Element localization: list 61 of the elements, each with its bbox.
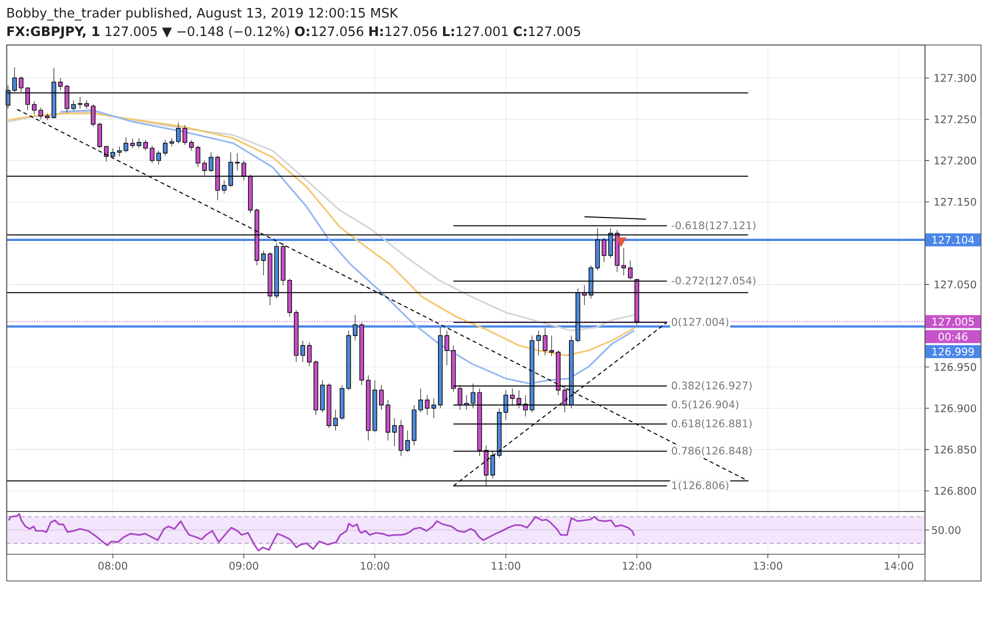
text: 00:46 [938,332,968,341]
ref-line-label: 127.104 [932,236,974,244]
series-label: 0.382(126.927) [672,381,752,391]
ref-line-label: 127.005 [932,318,974,326]
text: FX:GBPJPY, 1 127.005 ▼ −0.148 (−0.12%) O:127.056 H:127.056 L:127.001 C:127.005 [7,26,580,39]
ref-line-label: 126.999 [932,348,974,356]
x-tick-label: 12:00 [622,562,652,570]
candlestick [424,394,430,416]
series-label: 0.786(126.848) [672,446,752,456]
candlestick [97,122,102,149]
candlestick [182,124,188,146]
series-label: -0.272(127.054) [672,276,756,286]
candlestick [542,328,548,356]
y-tick-label: 127.150 [934,198,976,206]
candlestick [90,104,96,128]
y-tick-label: 127.250 [934,115,976,124]
candlestick [143,140,148,152]
chart-title: Bobby_the_trader published, August 13, 2019 12:00:15 MSK [7,8,398,21]
candlestick [32,100,37,115]
candlestick [444,330,450,366]
series-label: 0(127.004) [672,318,728,328]
candlestick [78,96,82,109]
y-tick-label: 127.300 [934,74,976,82]
y-tick-label: 126.800 [934,486,976,495]
x-tick-label: 14:00 [884,562,914,570]
y-tick-label: 126.850 [934,446,976,454]
series-label: -0.618(127.121) [672,221,756,230]
candlestick [621,248,626,276]
candlestick [307,342,312,367]
x-tick-label: 08:00 [98,562,128,570]
candlestick [431,398,436,419]
candlestick [38,107,44,120]
y-tick-label: 127.200 [934,156,976,165]
candlestick [208,152,214,172]
candlestick [549,335,554,357]
candlestick [234,152,240,171]
x-tick-label: 09:00 [229,562,258,570]
candlestick [222,180,226,194]
candlestick [176,122,181,144]
candlestick [150,145,154,164]
text: 50.00 [932,526,960,534]
candlestick [156,150,161,166]
candlestick [189,140,194,152]
y-tick-label: 126.950 [934,363,976,371]
candlestick [352,314,358,341]
series-label: 1(126.806) [672,481,728,491]
y-tick-label: 126.900 [934,404,976,412]
y-tick-label: 127.050 [934,280,976,288]
series-label: 0.5(126.904) [672,400,738,410]
candlestick [379,384,384,410]
candlestick [418,388,423,413]
candlestick [124,137,128,153]
x-tick-label: 10:00 [360,562,390,570]
candlestick [162,140,168,156]
candlestick [110,148,116,158]
candlestick [300,340,306,362]
candlestick [104,145,109,162]
series-label: 0.618(126.881) [672,419,752,429]
candlestick [58,78,63,91]
x-tick-label: 11:00 [492,562,520,570]
x-tick-label: 13:00 [754,562,782,570]
